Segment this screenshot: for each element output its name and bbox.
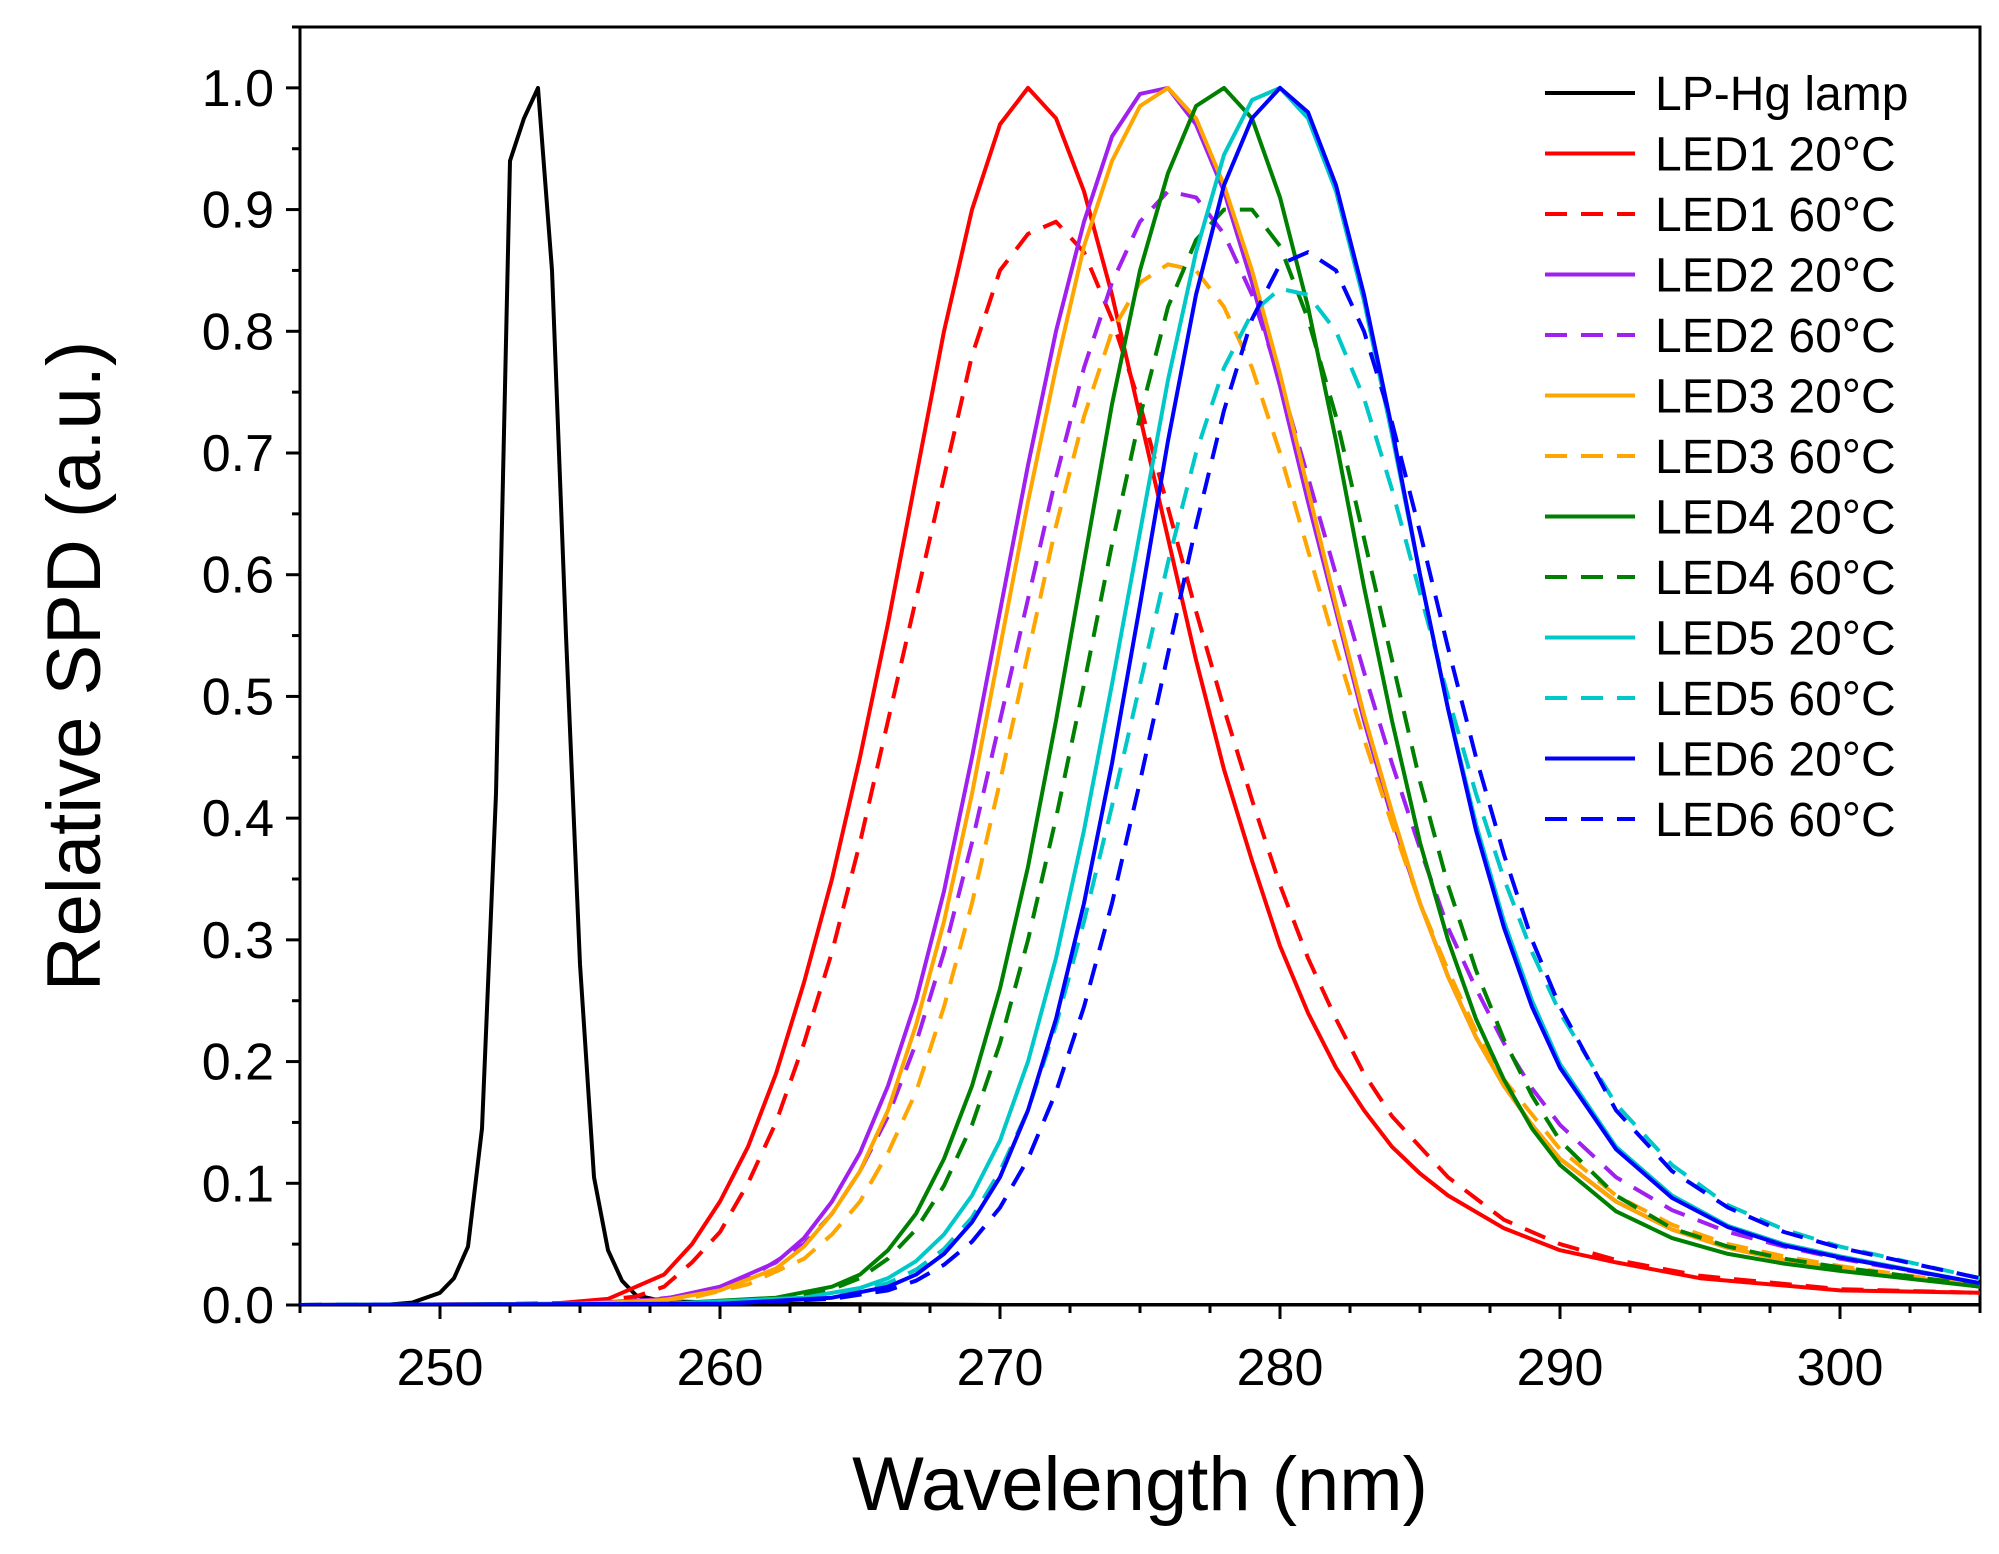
x-tick-label: 290 (1517, 1339, 1604, 1397)
legend-label: LED6 60°C (1655, 794, 1896, 847)
series-line-led1-20-c (300, 85, 1980, 1305)
series-line-led6-20-c (300, 85, 1980, 1305)
series-line-led6-60-c (300, 250, 1980, 1305)
y-tick-label: 1.0 (202, 60, 274, 118)
legend-label: LED3 60°C (1655, 431, 1896, 484)
series-layer (300, 85, 1980, 1305)
legend-label: LED5 20°C (1655, 613, 1896, 666)
y-tick-label: 0.0 (202, 1277, 274, 1335)
series-line-led3-60-c (300, 262, 1980, 1305)
x-axis: 250 260 270 280 290 300 (298, 1305, 1982, 1397)
legend-label: LED5 60°C (1655, 673, 1896, 726)
y-tick-label: 0.3 (202, 912, 274, 970)
y-tick-label: 0.6 (202, 547, 274, 605)
y-tick-label: 0.9 (202, 182, 274, 240)
y-tick-label: 0.4 (202, 790, 274, 848)
y-tick-label: 0.7 (202, 425, 274, 483)
legend-label: LED1 60°C (1655, 189, 1896, 242)
x-tick-label: 250 (397, 1339, 484, 1397)
legend-label: LED2 20°C (1655, 250, 1896, 303)
series-line-led4-20-c (300, 85, 1980, 1305)
x-tick-label: 270 (957, 1339, 1044, 1397)
y-axis-label: Relative SPD (a.u.) (32, 341, 117, 991)
legend-label: LP-Hg lamp (1655, 68, 1908, 121)
series-line-led3-20-c (300, 85, 1980, 1305)
y-tick-label: 0.1 (202, 1155, 274, 1213)
legend-label: LED6 20°C (1655, 734, 1896, 787)
legend-label: LED1 20°C (1655, 129, 1896, 182)
y-tick-label: 0.5 (202, 668, 274, 726)
y-tick-label: 0.2 (202, 1034, 274, 1092)
x-tick-label: 260 (677, 1339, 764, 1397)
legend-label: LED4 60°C (1655, 552, 1896, 605)
legend: LP-Hg lamp LED1 20°C LED1 60°C LED2 20°C LED… (1545, 68, 1908, 847)
y-tick-label: 0.8 (202, 303, 274, 361)
x-tick-label: 280 (1237, 1339, 1324, 1397)
legend-label: LED3 20°C (1655, 371, 1896, 424)
legend-label: LED2 60°C (1655, 310, 1896, 363)
legend-label: LED4 20°C (1655, 492, 1896, 545)
series-line-led4-60-c (300, 207, 1980, 1305)
x-axis-label: Wavelength (nm) (852, 1442, 1428, 1527)
x-tick-label: 300 (1797, 1339, 1884, 1397)
y-axis: 0.0 0.1 0.2 0.3 0.4 0.5 0.6 0.7 0.8 0.9 1.0 (202, 25, 300, 1335)
series-line-lp-hg-lamp (300, 85, 1980, 1305)
